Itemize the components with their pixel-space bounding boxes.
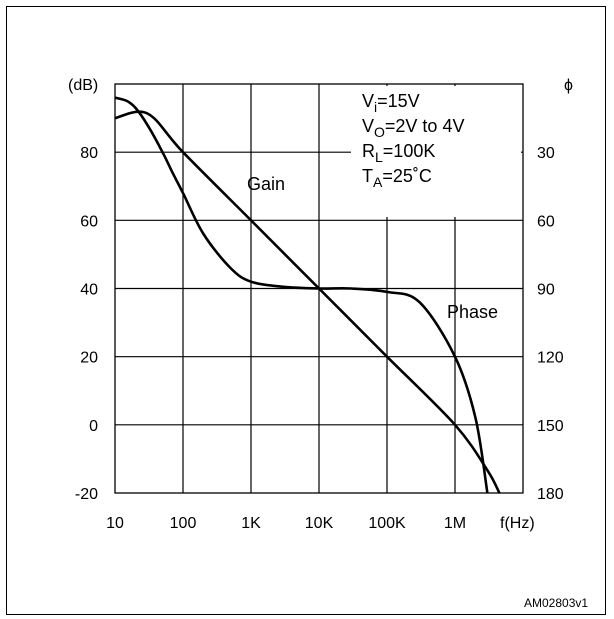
left-axis-unit: (dB) [68, 77, 98, 94]
conditions-box-bg [351, 86, 521, 217]
x-tick-label: 100K [368, 515, 406, 532]
x-axis-unit: f(Hz) [500, 515, 535, 532]
figure-frame [6, 6, 606, 615]
condition-line: VO=2V to 4V [362, 116, 464, 140]
series-lines [114, 96, 501, 494]
y-tick-label: -20 [75, 486, 98, 503]
x-tick-label: 1K [241, 515, 261, 532]
y-tick-label: 80 [80, 145, 98, 162]
phase-tick-label: 30 [537, 145, 555, 162]
condition-line: Vi=15V [362, 91, 420, 115]
plot-border [114, 83, 524, 494]
phase-curve [114, 110, 501, 494]
x-tick-label: 10 [106, 515, 124, 532]
gain-curve [114, 96, 489, 494]
y-tick-label: 0 [89, 418, 98, 435]
tick-labels: 10 100 1K 10K 100K 1M 80 60 40 20 0 -20 30 60 90 120 150… [75, 145, 564, 532]
y-tick-label: 40 [80, 282, 98, 299]
figure-id: AM02803v1 [524, 596, 588, 610]
right-axis-unit: ϕ [564, 77, 573, 94]
phase-tick-label: 150 [537, 418, 564, 435]
x-tick-label: 100 [170, 515, 197, 532]
condition-line: TA=25˚C [362, 166, 432, 190]
phase-tick-label: 90 [537, 282, 555, 299]
y-tick-label: 60 [80, 213, 98, 230]
phase-tick-label: 180 [537, 486, 564, 503]
gain-label: Gain [247, 174, 285, 194]
x-tick-label: 1M [444, 515, 466, 532]
y-tick-label: 20 [80, 350, 98, 367]
x-tick-label: 10K [305, 515, 334, 532]
condition-line: RL=100K [362, 141, 435, 165]
phase-tick-label: 60 [537, 213, 555, 230]
phase-label: Phase [447, 302, 498, 322]
phase-tick-label: 120 [537, 350, 564, 367]
